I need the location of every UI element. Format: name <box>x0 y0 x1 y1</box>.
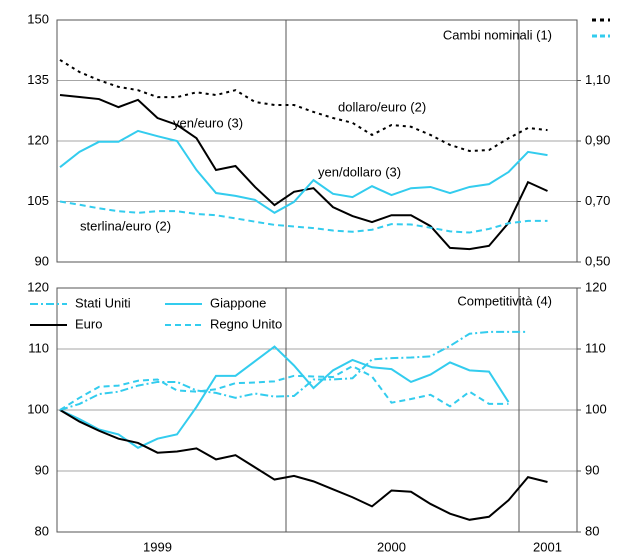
series-line <box>59 129 548 214</box>
y-tick-label: 90 <box>35 253 49 268</box>
y2-tick-label: 0,50 <box>585 253 610 268</box>
y2-tick-label: 0,90 <box>585 132 610 147</box>
series-label: dollaro/euro (2) <box>338 99 426 114</box>
series-line <box>59 409 548 521</box>
y2-tick-label: 1,10 <box>585 72 610 87</box>
y-tick-label: 150 <box>27 11 49 26</box>
y2-tick-label: 100 <box>585 401 607 416</box>
legend-label: Regno Unito <box>210 316 282 331</box>
legend-label: Euro <box>75 316 102 331</box>
x-tick-label: 2001 <box>533 539 562 554</box>
series-line <box>59 59 548 152</box>
panel-title: Cambi nominali (1) <box>443 27 552 42</box>
plot-frame <box>56 19 578 263</box>
y-tick-label: 120 <box>27 279 49 294</box>
x-tick-label: 1999 <box>143 539 172 554</box>
y-tick-label: 105 <box>27 193 49 208</box>
series-label: yen/euro (3) <box>173 115 243 130</box>
panel-title: Competitività (4) <box>457 293 552 308</box>
y-tick-label: 120 <box>27 132 49 147</box>
x-tick-label: 2000 <box>377 539 406 554</box>
plot-frame <box>56 287 578 533</box>
series-line <box>59 364 509 411</box>
y2-tick-label: 80 <box>585 523 599 538</box>
series-label: yen/dollaro (3) <box>318 164 401 179</box>
legend-label: Stati Uniti <box>75 295 131 310</box>
y2-tick-label: 110 <box>585 340 606 355</box>
y2-tick-label: 0,70 <box>585 193 610 208</box>
series-line <box>59 200 548 234</box>
y-tick-label: 80 <box>35 523 49 538</box>
series-line <box>59 330 528 411</box>
y2-tick-label: 120 <box>585 279 607 294</box>
legend-label: Giappone <box>210 295 266 310</box>
series-line <box>59 345 510 449</box>
y-tick-label: 135 <box>27 72 49 87</box>
series-label: sterlina/euro (2) <box>80 218 171 233</box>
y-tick-label: 90 <box>35 462 49 477</box>
y2-tick-label: 90 <box>585 462 599 477</box>
y-tick-label: 110 <box>28 340 49 355</box>
y-tick-label: 100 <box>27 401 49 416</box>
